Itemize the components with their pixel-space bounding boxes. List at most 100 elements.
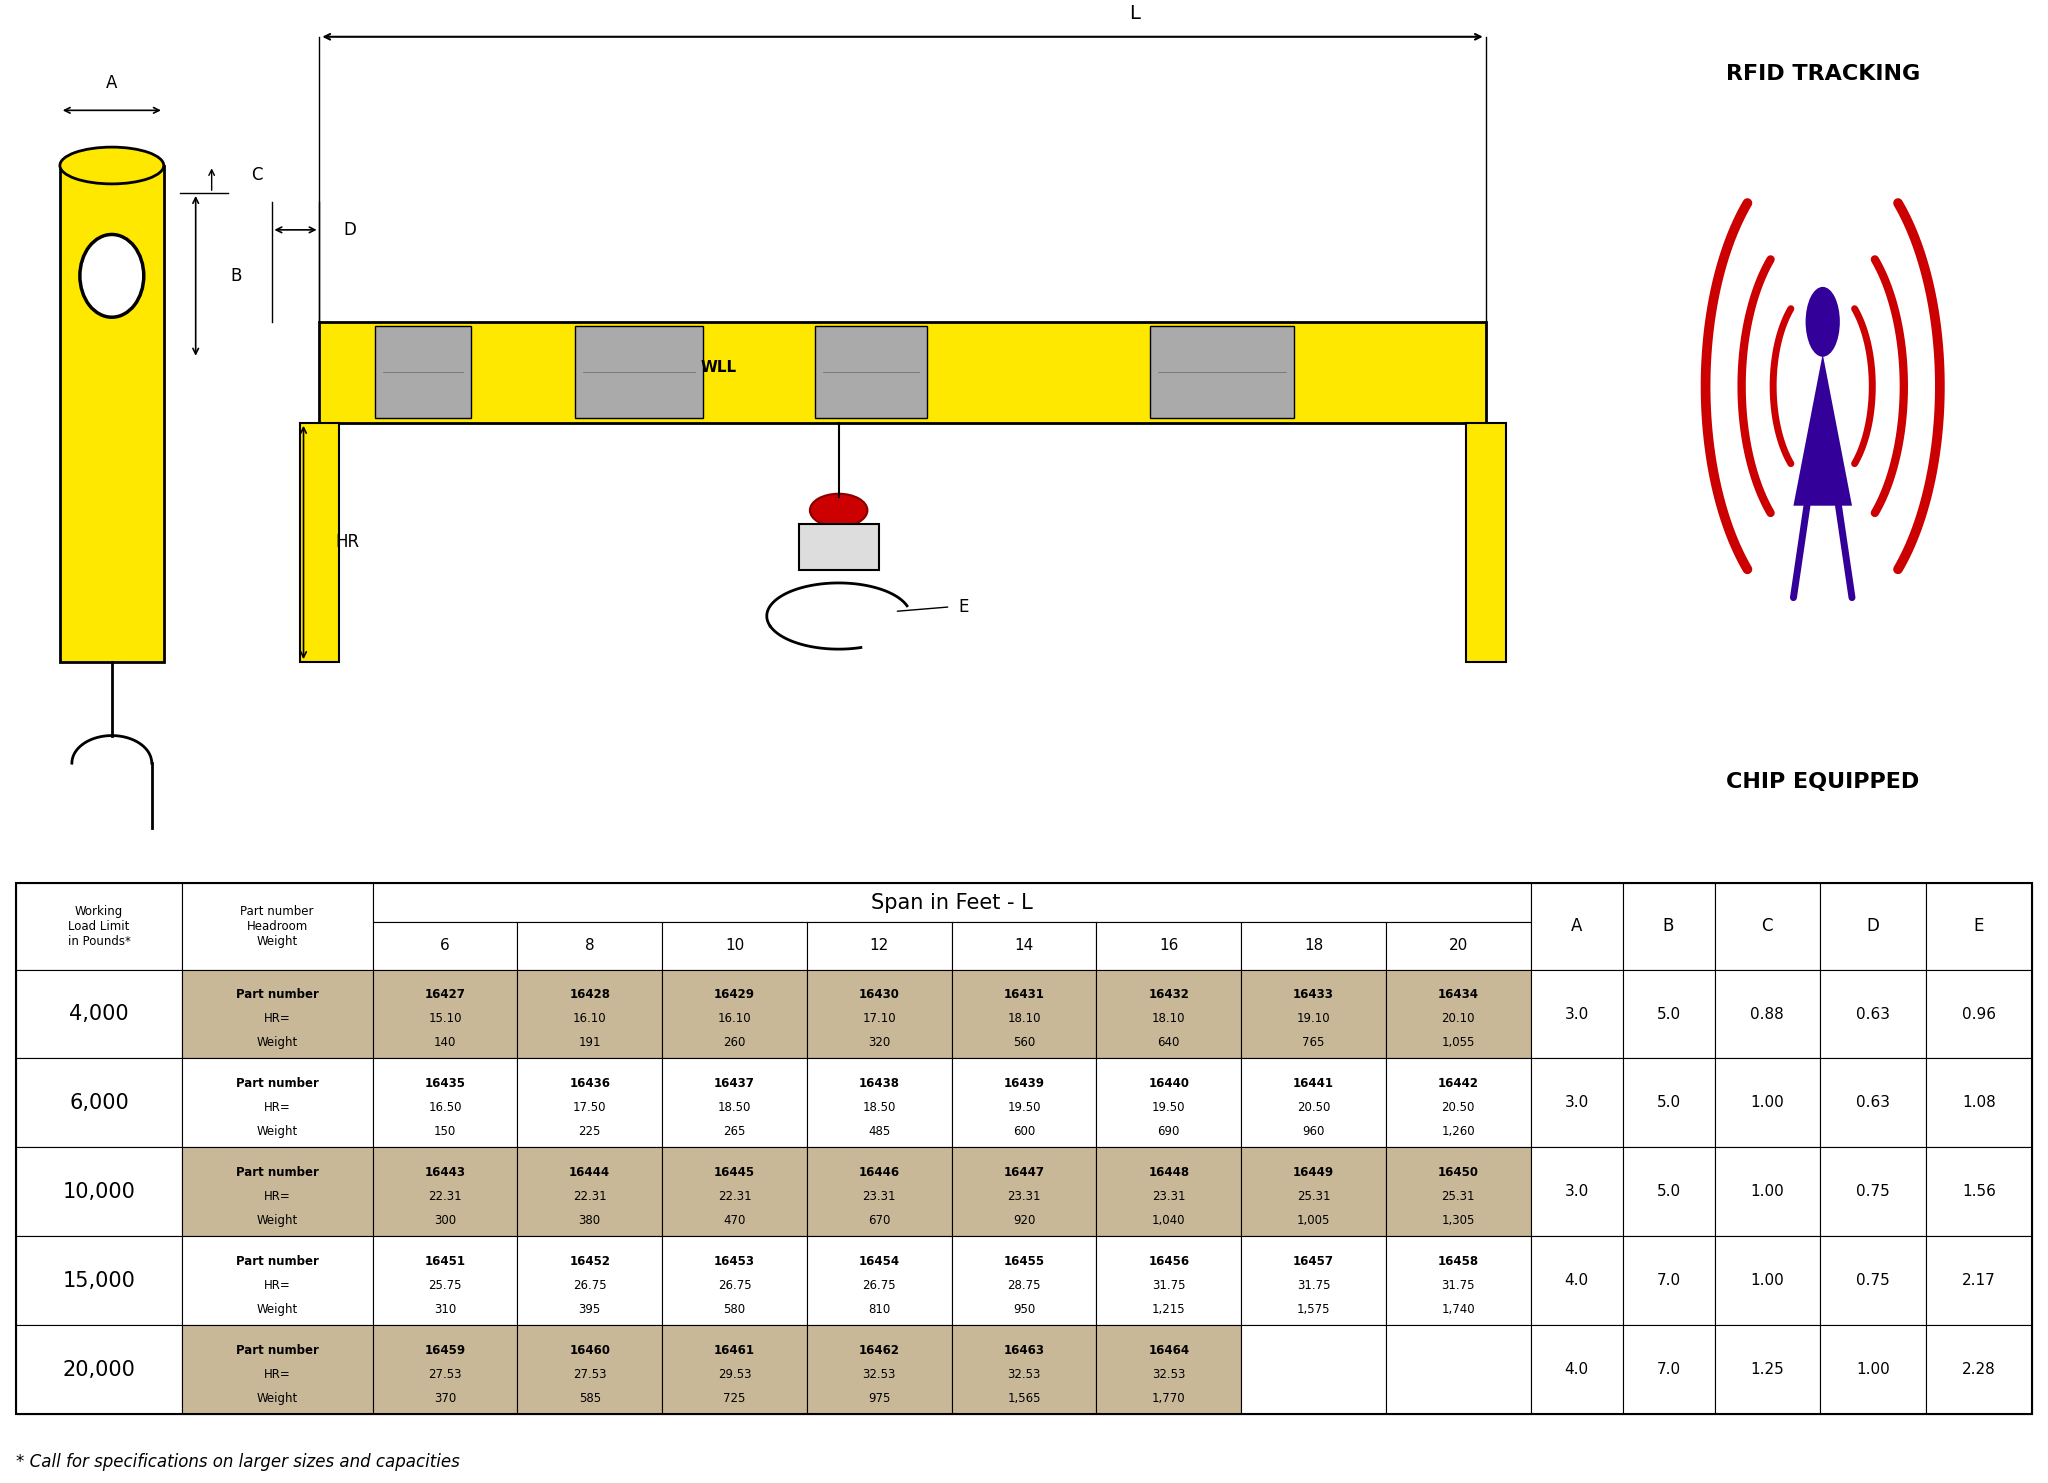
Text: HR=: HR= [264,1011,291,1025]
Text: 16458: 16458 [1438,1255,1479,1268]
FancyBboxPatch shape [59,166,164,661]
Text: 560: 560 [1014,1037,1034,1048]
FancyBboxPatch shape [1151,326,1294,418]
Text: 16435: 16435 [424,1077,465,1090]
Bar [1530,1237,1622,1326]
Bar [373,1148,518,1237]
Text: 16456: 16456 [1149,1255,1190,1268]
Text: 1,740: 1,740 [1442,1304,1475,1315]
Text: 16446: 16446 [858,1166,899,1179]
Bar [1714,884,1821,970]
Text: 670: 670 [868,1215,891,1226]
Bar [16,1326,182,1415]
Bar [1530,884,1622,970]
Text: 960: 960 [1303,1126,1325,1137]
Text: 470: 470 [723,1215,745,1226]
Text: 10,000: 10,000 [63,1182,135,1201]
Text: 16.50: 16.50 [428,1100,461,1114]
Text: A: A [1571,918,1583,936]
Bar [1241,1059,1386,1148]
Bar [807,922,952,970]
Bar [1925,1326,2032,1415]
Bar [16,1059,182,1148]
Bar [1714,1148,1821,1237]
Text: Part number: Part number [236,1166,319,1179]
Text: 0.75: 0.75 [1855,1274,1890,1289]
Text: Part number
Headroom
Weight: Part number Headroom Weight [240,905,313,948]
Text: 1.00: 1.00 [1751,1185,1784,1200]
Bar [952,922,1096,970]
Text: 6,000: 6,000 [70,1093,129,1112]
Text: Part number: Part number [236,1077,319,1090]
Text: HR=: HR= [264,1367,291,1381]
Bar [1386,922,1530,970]
Text: 32.53: 32.53 [1008,1367,1040,1381]
Bar [1386,1148,1530,1237]
Text: 690: 690 [1157,1126,1180,1137]
Text: 16.10: 16.10 [573,1011,606,1025]
Text: 810: 810 [868,1304,891,1315]
Text: 16457: 16457 [1292,1255,1333,1268]
Text: 5.0: 5.0 [1657,1007,1681,1022]
Bar [1241,1326,1386,1415]
FancyBboxPatch shape [319,322,1485,423]
Bar [1241,1237,1386,1326]
Bar [1714,1059,1821,1148]
Text: B: B [1663,918,1675,936]
Text: 29.53: 29.53 [717,1367,752,1381]
Text: 19.50: 19.50 [1153,1100,1186,1114]
Text: 26.75: 26.75 [717,1278,752,1292]
Text: 1.00: 1.00 [1751,1096,1784,1111]
Text: 31.75: 31.75 [1153,1278,1186,1292]
Text: 225: 225 [578,1126,600,1137]
Bar [518,1059,662,1148]
Bar [1096,970,1241,1059]
Text: 31.75: 31.75 [1296,1278,1331,1292]
Text: 23.31: 23.31 [862,1189,895,1203]
Bar [662,922,807,970]
Text: 31.75: 31.75 [1442,1278,1475,1292]
Text: 16434: 16434 [1438,988,1479,1001]
Text: Part number: Part number [236,1344,319,1357]
Text: 16453: 16453 [715,1255,756,1268]
Text: 1,770: 1,770 [1151,1393,1186,1404]
Text: 580: 580 [723,1304,745,1315]
Text: 16454: 16454 [858,1255,899,1268]
Bar [518,970,662,1059]
Text: 15.10: 15.10 [428,1011,461,1025]
Text: 16.10: 16.10 [717,1011,752,1025]
Bar [1241,1148,1386,1237]
FancyBboxPatch shape [299,423,340,661]
Text: 16437: 16437 [715,1077,756,1090]
Bar [1821,970,1925,1059]
Bar [518,1148,662,1237]
Bar [16,970,182,1059]
Bar [952,1148,1096,1237]
Bar [518,1237,662,1326]
Bar [1386,1326,1530,1415]
Text: 4.0: 4.0 [1565,1363,1589,1378]
Bar [1821,1237,1925,1326]
Text: 395: 395 [580,1304,600,1315]
Bar [1386,1059,1530,1148]
Text: B: B [229,267,242,285]
Bar [807,1237,952,1326]
Text: Weight: Weight [256,1126,297,1137]
Bar [1622,1237,1714,1326]
Text: 6: 6 [440,939,451,954]
Bar [518,922,662,970]
Text: HR: HR [336,534,360,552]
Text: 16462: 16462 [858,1344,899,1357]
Text: C: C [1761,918,1774,936]
Text: 26.75: 26.75 [862,1278,897,1292]
Bar [662,1237,807,1326]
Text: 16450: 16450 [1438,1166,1479,1179]
Text: 16461: 16461 [715,1344,756,1357]
Text: 0.75: 0.75 [1855,1185,1890,1200]
Bar [1821,884,1925,970]
Bar [1096,922,1241,970]
Text: 0.96: 0.96 [1962,1007,1995,1022]
Text: Weight: Weight [256,1304,297,1315]
Text: 22.31: 22.31 [573,1189,606,1203]
Bar [1622,970,1714,1059]
